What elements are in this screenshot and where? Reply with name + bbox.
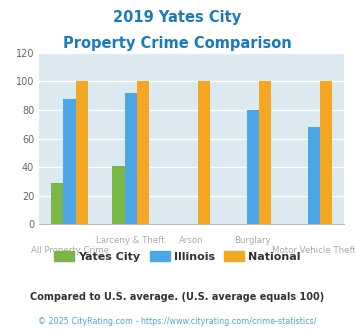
Bar xyxy=(112,166,125,224)
Text: 2019 Yates City: 2019 Yates City xyxy=(113,10,242,25)
Text: Motor Vehicle Theft: Motor Vehicle Theft xyxy=(272,246,355,255)
Text: Burglary: Burglary xyxy=(234,236,271,245)
Bar xyxy=(125,93,137,224)
Bar xyxy=(320,82,332,224)
Text: Larceny & Theft: Larceny & Theft xyxy=(96,236,165,245)
Bar xyxy=(308,127,320,224)
Bar xyxy=(247,110,259,224)
Bar xyxy=(51,183,64,224)
Bar xyxy=(137,82,149,224)
Text: Compared to U.S. average. (U.S. average equals 100): Compared to U.S. average. (U.S. average … xyxy=(31,292,324,302)
Bar xyxy=(64,99,76,224)
Bar xyxy=(198,82,210,224)
Legend: Yates City, Illinois, National: Yates City, Illinois, National xyxy=(50,247,305,267)
Text: Property Crime Comparison: Property Crime Comparison xyxy=(63,36,292,51)
Text: © 2025 CityRating.com - https://www.cityrating.com/crime-statistics/: © 2025 CityRating.com - https://www.city… xyxy=(38,317,317,326)
Text: All Property Crime: All Property Crime xyxy=(31,246,109,255)
Text: Arson: Arson xyxy=(179,236,204,245)
Bar xyxy=(259,82,271,224)
Bar xyxy=(76,82,88,224)
